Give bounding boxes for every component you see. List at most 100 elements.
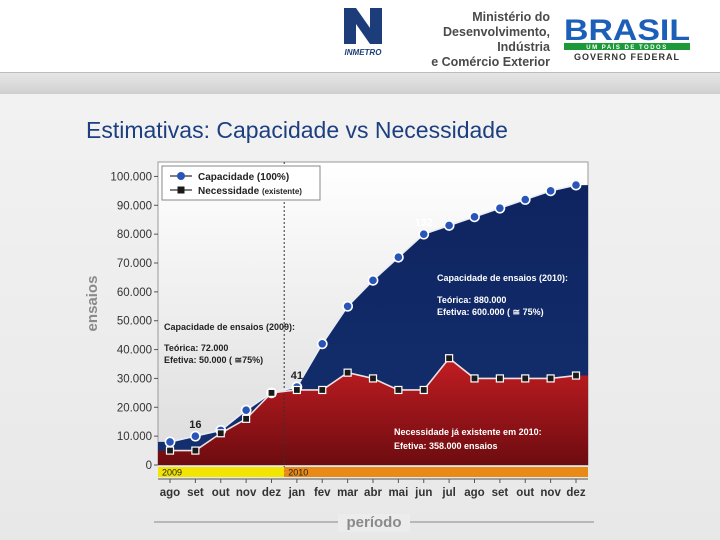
necessity-point	[343, 368, 352, 377]
capacity-point	[494, 202, 506, 214]
x-tick-label: abr	[364, 487, 382, 499]
necessity-point	[470, 374, 479, 383]
year-bar	[158, 467, 285, 477]
ministry-name: Ministério do Desenvolvimento, Indústria…	[392, 10, 550, 70]
annotation-line: Teórica: 72.000	[164, 343, 228, 353]
legend-series-name: Capacidade	[198, 172, 257, 183]
y-tick-label: 10.000	[117, 431, 152, 443]
y-tick-label: 90.000	[117, 200, 152, 212]
header-bar: INMETRO Ministério do Desenvolvimento, I…	[0, 0, 720, 72]
capacity-point	[316, 338, 328, 350]
necessity-point	[368, 374, 378, 383]
x-tick-label: dez	[566, 487, 585, 499]
annotation-line: Efetiva: 600.000 ( ≅ 75%)	[437, 307, 544, 317]
y-tick-label: 20.000	[117, 402, 152, 414]
y-tick-label: 70.000	[117, 258, 152, 270]
necessity-point	[546, 374, 555, 383]
capacity-point	[164, 436, 176, 448]
x-tick-label: dez	[262, 487, 281, 499]
capacity-point	[342, 300, 354, 312]
legend-series-name: Necessidade	[198, 186, 262, 197]
legend-series-suffix: (100%)	[257, 172, 289, 183]
legend-label: Capacidade (100%)	[198, 172, 289, 183]
necessity-point	[165, 446, 175, 455]
x-tick-label: set	[492, 487, 509, 499]
x-tick-label: mar	[337, 487, 359, 499]
x-axis-title: período	[347, 514, 402, 531]
annotation-line: Efetiva: 358.000 ensaios	[394, 441, 498, 451]
x-title-bg	[338, 514, 410, 532]
capacity-point	[443, 220, 455, 231]
point-label: 132	[415, 217, 433, 229]
y-tick-label: 60.000	[117, 287, 152, 299]
year-bar	[284, 467, 588, 477]
y-tick-label: 0	[146, 460, 152, 472]
necessity-point	[191, 446, 200, 455]
y-tick-label: 50.000	[117, 316, 152, 328]
necessity-area	[158, 358, 588, 465]
capacity-point	[469, 211, 480, 223]
x-tick-label: mai	[388, 487, 408, 499]
annotation-2010: Capacidade de ensaios (2010): Teórica: 88…	[437, 273, 568, 317]
necessity-point	[242, 414, 251, 423]
necessity-point	[419, 385, 428, 395]
x-tick-label: jun	[414, 487, 432, 499]
x-tick-label: set	[187, 487, 204, 499]
legend-series-suffix: (existente)	[262, 187, 302, 196]
slide-title: Estimativas: Capacidade vs Necessidade	[86, 117, 508, 143]
chart: 0 10.000 20.000 30.000 40.000 50.000 60.000 70.…	[84, 161, 594, 532]
x-tick-label: ago	[464, 487, 484, 499]
brasil-tagline: UM PAÍS DE TODOS	[586, 43, 667, 51]
y-axis-title: ensaios	[84, 276, 101, 332]
capacity-point	[189, 430, 201, 442]
necessity-point	[267, 388, 276, 397]
capacity-point	[240, 404, 252, 416]
capacity-point	[367, 274, 379, 286]
necessity-point	[495, 374, 504, 383]
y-tick-label: 80.000	[117, 229, 152, 241]
necessity-point	[292, 385, 301, 395]
y-tick-label: 30.000	[117, 373, 152, 385]
capacity-point	[392, 251, 404, 263]
annotation-need-2010: Necessidade já existente em 2010: Efetiva…	[394, 427, 542, 451]
annotation-line: Efetiva: 50.000 ( ≅75%)	[164, 355, 263, 365]
inmetro-label: INMETRO	[345, 48, 383, 57]
annotation-line: Teórica: 880.000	[437, 295, 506, 305]
legend-marker	[177, 186, 185, 194]
ministry-line: Ministério do	[472, 10, 550, 24]
x-tick-label: jan	[288, 487, 306, 499]
x-tick-label: out	[212, 487, 230, 499]
necessity-point	[521, 374, 530, 383]
annotation-2009: Capacidade de ensaios (2009): Teórica: 72…	[164, 322, 295, 365]
annotation-title: Necessidade já existente em 2010:	[394, 427, 542, 437]
annotation-title: Capacidade de ensaios (2009):	[164, 322, 295, 332]
legend-label: Necessidade (existente)	[198, 186, 302, 197]
ministry-line: Desenvolvimento, Indústria	[443, 25, 550, 54]
necessity-point	[445, 354, 454, 363]
y-tick-label: 100.000	[110, 171, 152, 183]
capacity-point	[570, 179, 582, 191]
y-tick-label: 40.000	[117, 345, 152, 357]
x-tick-label: ago	[160, 487, 180, 499]
ministry-line: e Comércio Exterior	[431, 55, 550, 69]
x-tick-label: out	[516, 487, 534, 499]
brasil-logo: BRASIL UM PAÍS DE TODOS GOVERNO FEDERAL	[564, 14, 690, 62]
necessity-point	[394, 385, 403, 395]
necessity-point	[216, 429, 225, 438]
necessity-point	[318, 385, 327, 395]
year-label: 2009	[162, 468, 182, 478]
x-tick-label: nov	[236, 487, 257, 499]
legend-box	[161, 165, 321, 201]
annotation-title: Capacidade de ensaios (2010):	[437, 273, 568, 283]
inmetro-logo: INMETRO	[340, 6, 386, 57]
x-tick-label: nov	[540, 487, 561, 499]
necessity-point	[571, 371, 581, 380]
point-label: 162	[567, 168, 585, 180]
capacity-point	[545, 185, 557, 197]
legend: Capacidade (100%) Necessidade (existente)	[161, 165, 321, 201]
point-label: 16	[189, 419, 201, 431]
x-tick-label: jul	[441, 487, 455, 499]
legend-marker	[177, 172, 185, 180]
x-tick-label: fev	[314, 487, 331, 499]
year-label: 2010	[288, 468, 308, 478]
